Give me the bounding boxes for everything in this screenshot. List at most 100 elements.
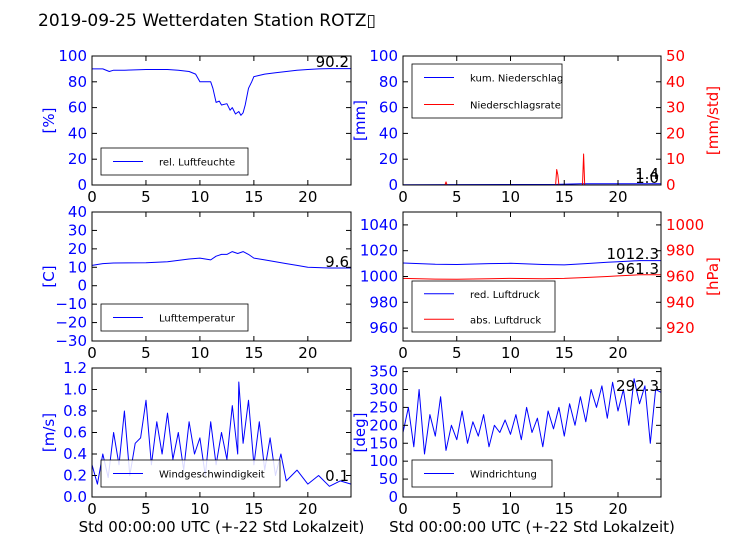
x-tick-label: 20 [298, 344, 317, 362]
y-right-tick-label: 50 [666, 47, 685, 65]
y-tick-label: 50 [379, 470, 398, 488]
y-right-axis-label: [mm/std] [704, 86, 722, 155]
y-tick-label: 0 [77, 176, 87, 194]
y-tick-label: 0 [388, 488, 398, 506]
y-tick-label: 80 [379, 73, 398, 91]
x-tick-label: 0 [87, 500, 97, 518]
panel-pressure: 0 5 10 15 20 960 980 1000 1020 1040 920 940 960 980 10… [360, 211, 722, 362]
x-tick-label: 0 [398, 500, 408, 518]
y-tick-label: 0.6 [63, 424, 87, 442]
x-tick-label: 0 [87, 188, 97, 206]
y-tick-label: 100 [369, 47, 398, 65]
panel-humidity: 0 5 10 15 20 0 20 40 60 80 100 [%] rel. Luftfeuchte 9… [40, 47, 352, 206]
y-tick-label: 1020 [360, 242, 398, 260]
y-tick-label: 60 [68, 99, 87, 117]
x-tick-label: 10 [501, 344, 520, 362]
y-tick-label: 40 [379, 124, 398, 142]
y-tick-label: 960 [369, 319, 398, 337]
axes-frame-precipitation [402, 55, 662, 186]
y-tick-label: 0.4 [63, 445, 87, 463]
y-right-tick-label: 20 [666, 124, 685, 142]
last-value-readout: 90.2 [316, 53, 349, 71]
y-right-tick-label: 30 [666, 99, 685, 117]
y-tick-label: −10 [55, 295, 87, 313]
x-tick-label: 5 [452, 344, 462, 362]
y-tick-label: 20 [68, 150, 87, 168]
x-tick-label: 20 [298, 188, 317, 206]
y-tick-label: 0 [388, 176, 398, 194]
y-tick-label: 1.2 [63, 359, 87, 377]
y-tick-label: 980 [369, 293, 398, 311]
series-line-precipitation-1 [403, 153, 661, 186]
y-tick-label: 20 [379, 150, 398, 168]
y-tick-label: 1.0 [63, 381, 87, 399]
x-tick-label: 5 [452, 188, 462, 206]
figure-title: 2019-09-25 Wetterdaten Station ROTZ▯ [38, 11, 376, 31]
y-axis-label: [deg] [351, 413, 369, 453]
y-tick-label: 350 [369, 363, 398, 381]
last-value-readout: 0.1 [325, 467, 349, 485]
y-tick-label: 40 [68, 203, 87, 221]
y-tick-label: −20 [55, 314, 87, 332]
y-right-tick-label: 960 [666, 268, 695, 286]
x-tick-label: 10 [190, 188, 209, 206]
y-right-tick-label: 40 [666, 73, 685, 91]
y-right-tick-label: 920 [666, 319, 695, 337]
y-tick-label: 250 [369, 398, 398, 416]
last-value-readout: 1012.3 [607, 245, 660, 263]
legend-label: Lufttemperatur [159, 314, 236, 325]
x-tick-label: 20 [608, 500, 627, 518]
y-tick-label: 100 [369, 452, 398, 470]
x-axis-label: Std 00:00:00 UTC (+-22 Std Lokalzeit) [389, 518, 675, 536]
x-tick-label: 15 [244, 500, 263, 518]
last-value-readout: 1.0 [635, 169, 659, 187]
legend-label: Windgeschwindigkeit [159, 470, 265, 481]
series-line-pressure-1 [402, 274, 661, 280]
x-tick-label: 20 [608, 188, 627, 206]
x-tick-label: 20 [608, 344, 627, 362]
series-line-humidity-0 [92, 68, 351, 116]
legend-label: Niederschlagsrate [470, 101, 561, 112]
legend-label: abs. Luftdruck [470, 315, 541, 326]
x-tick-label: 5 [141, 344, 151, 362]
y-tick-label: 100 [58, 47, 87, 65]
y-axis-label: [C] [40, 265, 58, 287]
legend-box-pressure [411, 280, 556, 333]
panel-temperature: 0 5 10 15 20−30−20−10010203040[C]Lufttempera… [40, 203, 352, 362]
axes-frame-humidity [91, 55, 352, 186]
y-tick-label: 30 [68, 221, 87, 239]
axes-frame-temperature [91, 211, 352, 342]
y-tick-label: −30 [55, 332, 87, 350]
x-tick-label: 10 [501, 188, 520, 206]
y-right-tick-label: 980 [666, 242, 695, 260]
legend-label: rel. Luftfeuchte [159, 158, 235, 169]
axes-frame-wind_direction [402, 367, 662, 498]
panel-wind_speed: 0 5 10 15 20 0.0 0.2 0.4 0.6 0.8 1.0 1.2 [m/s] Std 00… [40, 359, 364, 536]
y-tick-label: 0.2 [63, 467, 87, 485]
x-tick-label: 10 [190, 500, 209, 518]
panel-precipitation: 0 5 10 15 20 0 20 40 60 80 100 0 10 20 30 40 50 [mm] [mm/s… [351, 47, 722, 206]
y-tick-label: 40 [68, 124, 87, 142]
y-tick-label: 300 [369, 381, 398, 399]
x-tick-label: 15 [555, 188, 574, 206]
legend-label: Windrichtung [470, 470, 537, 481]
y-tick-label: 80 [68, 73, 87, 91]
y-axis-label: [mm] [351, 100, 369, 141]
y-tick-label: 1040 [360, 216, 398, 234]
legend-box-precipitation [411, 63, 563, 119]
y-tick-label: 10 [68, 258, 87, 276]
y-right-tick-label: 10 [666, 150, 685, 168]
y-axis-label: [m/s] [40, 413, 58, 452]
legend-label: red. Luftdruck [470, 290, 540, 301]
x-tick-label: 15 [244, 188, 263, 206]
y-tick-label: 200 [369, 416, 398, 434]
x-tick-label: 0 [398, 188, 408, 206]
x-tick-label: 10 [501, 500, 520, 518]
legend-label: kum. Niederschlag [470, 74, 563, 85]
y-right-tick-label: 940 [666, 293, 695, 311]
y-right-tick-label: 0 [666, 176, 676, 194]
series-line-temperature-0 [91, 251, 351, 269]
last-value-readout: 292.3 [616, 377, 659, 395]
x-tick-label: 15 [555, 344, 574, 362]
